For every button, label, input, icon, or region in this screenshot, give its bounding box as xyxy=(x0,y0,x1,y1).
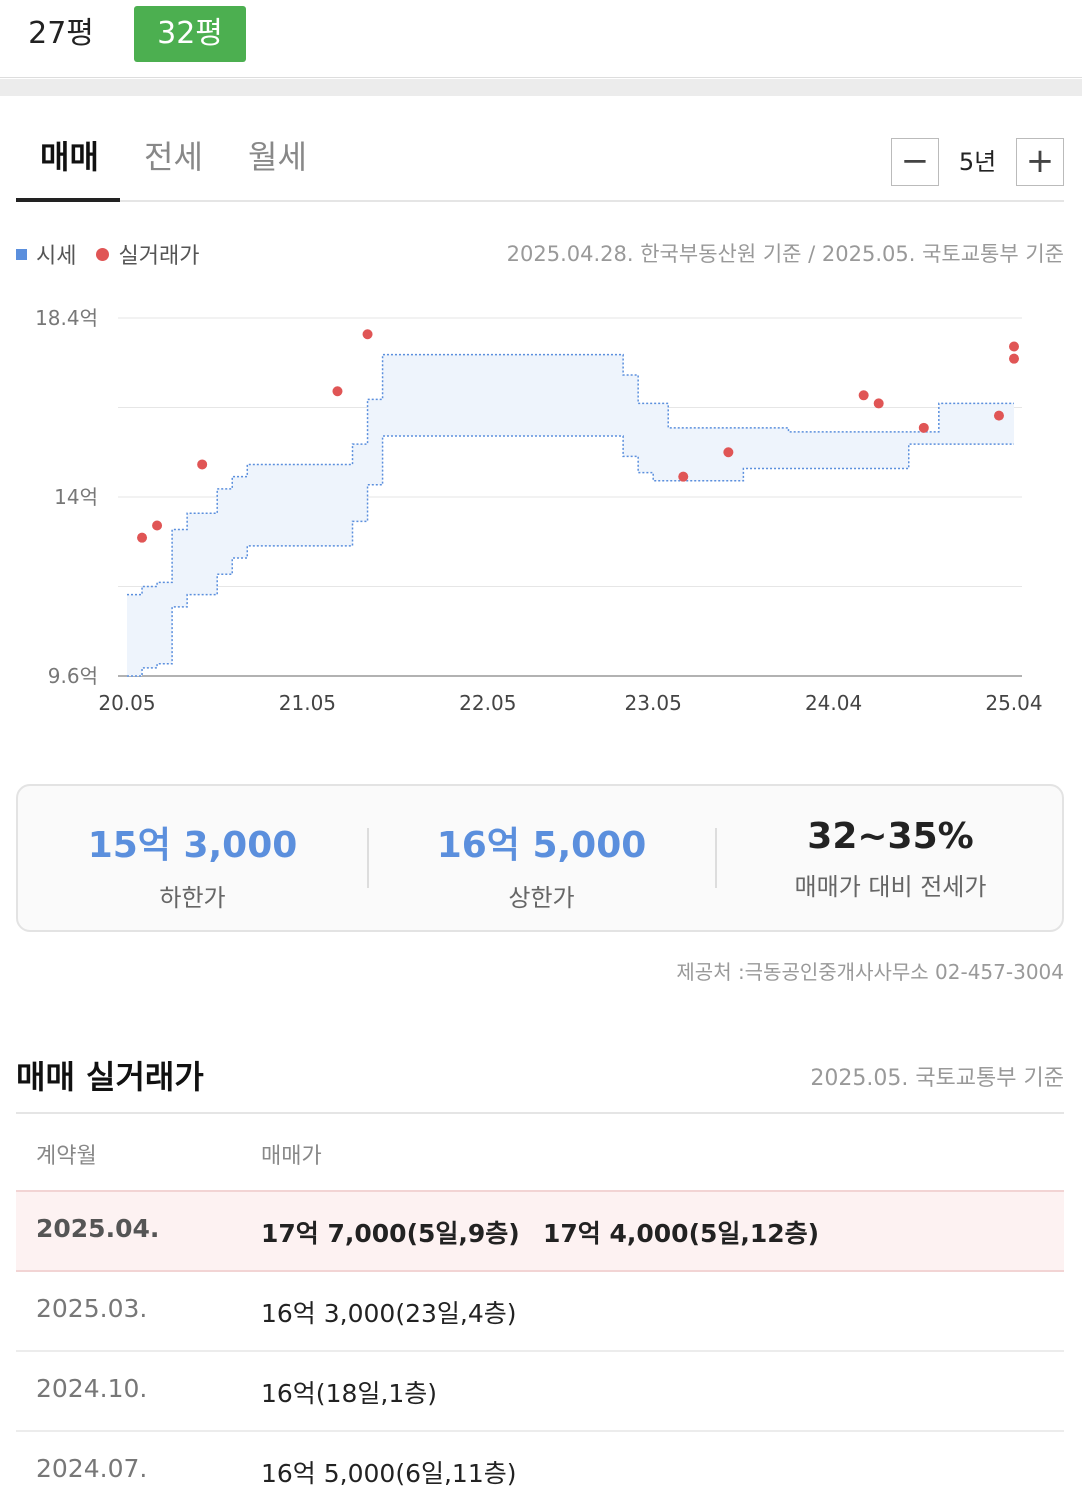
actual-price-point[interactable] xyxy=(993,410,1004,421)
actual-price-point[interactable] xyxy=(1009,353,1019,364)
section-divider xyxy=(0,79,1082,96)
legend-market-label: 시세 xyxy=(36,244,77,269)
actual-price-point[interactable] xyxy=(678,471,689,482)
jeonse-ratio-value: 32~35% xyxy=(807,816,974,857)
row-price: 16억 3,000(23일,4층) xyxy=(261,1299,517,1328)
market-price-lower-line xyxy=(127,435,1014,677)
size-tab-27[interactable]: 27평 xyxy=(28,16,94,51)
summary-divider xyxy=(367,828,369,888)
row-month: 2025.03. xyxy=(36,1294,148,1323)
actual-price-point[interactable] xyxy=(918,422,929,433)
actual-price-point[interactable] xyxy=(197,459,208,470)
jeonse-ratio-label: 매매가 대비 전세가 xyxy=(794,873,987,901)
deals-source-note: 2025.05. 국토교통부 기준 xyxy=(810,1066,1064,1091)
row-month: 2025.04. xyxy=(36,1214,160,1243)
price-summary-box: 15억 3,000 하한가 16억 5,000 상한가 32~35% 매매가 대… xyxy=(16,784,1064,932)
x-tick-label: 20.05 xyxy=(98,691,155,715)
table-row[interactable]: 2024.10. 16억(18일,1층) xyxy=(16,1352,1064,1432)
actual-price-point[interactable] xyxy=(873,398,884,409)
x-tick-label: 25.04 xyxy=(985,691,1042,715)
table-header: 계약월 매매가 xyxy=(16,1114,1064,1192)
row-price: 16억 5,000(6일,11층) xyxy=(261,1459,517,1488)
upper-price-label: 상한가 xyxy=(508,884,575,912)
table-row[interactable]: 2024.07. 16억 5,000(6일,11층) xyxy=(16,1432,1064,1510)
actual-price-point[interactable] xyxy=(1009,341,1019,352)
y-tick-label: 18.4억 xyxy=(35,306,98,330)
row-month: 2024.07. xyxy=(36,1454,148,1483)
market-price-upper-line xyxy=(127,353,1014,596)
market-price-swatch-icon xyxy=(16,248,27,260)
x-tick-label: 22.05 xyxy=(459,691,516,715)
actual-price-point[interactable] xyxy=(362,329,373,340)
market-price-band xyxy=(127,354,1014,676)
x-tick-label: 21.05 xyxy=(279,691,336,715)
active-tab-indicator xyxy=(16,198,120,202)
x-tick-label: 23.05 xyxy=(625,691,682,715)
deals-section-title: 매매 실거래가 xyxy=(16,1058,204,1096)
price-chart[interactable]: 18.4억 14억 9.6억 20.05 21.05 22.05 23.05 24.04 25… xyxy=(0,290,1082,730)
row-month: 2024.10. xyxy=(36,1374,148,1403)
size-tab-32[interactable]: 32평 xyxy=(134,6,246,62)
actual-price-dot-icon xyxy=(96,247,110,261)
chart-legend: 시세 실거래가 xyxy=(16,238,199,270)
y-tick-label: 9.6억 xyxy=(48,664,98,688)
period-value: 5년 xyxy=(958,148,997,176)
period-stepper: − 5년 + xyxy=(891,138,1065,186)
data-provider: 제공처 :극동공인중개사사무소 02-457-3004 xyxy=(676,960,1064,984)
chart-source-note: 2025.04.28. 한국부동산원 기준 / 2025.05. 국토교통부 기… xyxy=(506,242,1064,266)
actual-price-point[interactable] xyxy=(137,532,148,543)
x-tick-label: 24.04 xyxy=(805,691,862,715)
lower-price-value: 15억 3,000 xyxy=(87,825,298,866)
tab-monthly-rent[interactable]: 월세 xyxy=(248,138,307,176)
actual-price-point[interactable] xyxy=(152,520,163,531)
row-price: 16억(18일,1층) xyxy=(261,1379,437,1408)
size-tab-bar: 27평 32평 xyxy=(0,0,1082,78)
deal-type-tabs: 매매 전세 월세 xyxy=(16,120,1064,202)
tab-sale[interactable]: 매매 xyxy=(40,138,99,176)
col-header-price: 매매가 xyxy=(261,1144,322,1169)
upper-price-value: 16억 5,000 xyxy=(436,825,647,866)
period-minus-button[interactable]: − xyxy=(891,138,939,186)
table-row[interactable]: 2025.03. 16억 3,000(23일,4층) xyxy=(16,1272,1064,1352)
row-price: 17억 7,000(5일,9층) xyxy=(261,1219,520,1248)
deals-table: 계약월 매매가 2025.04. 17억 7,000(5일,9층) 17억 4,… xyxy=(16,1112,1064,1510)
summary-divider xyxy=(715,828,717,888)
actual-price-point[interactable] xyxy=(332,386,343,397)
actual-price-point[interactable] xyxy=(858,390,869,401)
summary-upper: 16억 5,000 상한가 xyxy=(367,786,716,934)
legend-actual-label: 실거래가 xyxy=(118,244,200,269)
y-tick-label: 14억 xyxy=(54,485,98,509)
col-header-month: 계약월 xyxy=(36,1144,97,1169)
table-row[interactable]: 2025.04. 17억 7,000(5일,9층) 17억 4,000(5일,1… xyxy=(16,1192,1064,1272)
actual-price-point[interactable] xyxy=(723,447,734,458)
row-price-second: 17억 4,000(5일,12층) xyxy=(543,1219,820,1248)
summary-ratio: 32~35% 매매가 대비 전세가 xyxy=(716,786,1065,934)
tab-jeonse[interactable]: 전세 xyxy=(144,138,203,176)
summary-lower: 15억 3,000 하한가 xyxy=(18,786,367,934)
period-plus-button[interactable]: + xyxy=(1016,138,1064,186)
lower-price-label: 하한가 xyxy=(159,884,226,912)
